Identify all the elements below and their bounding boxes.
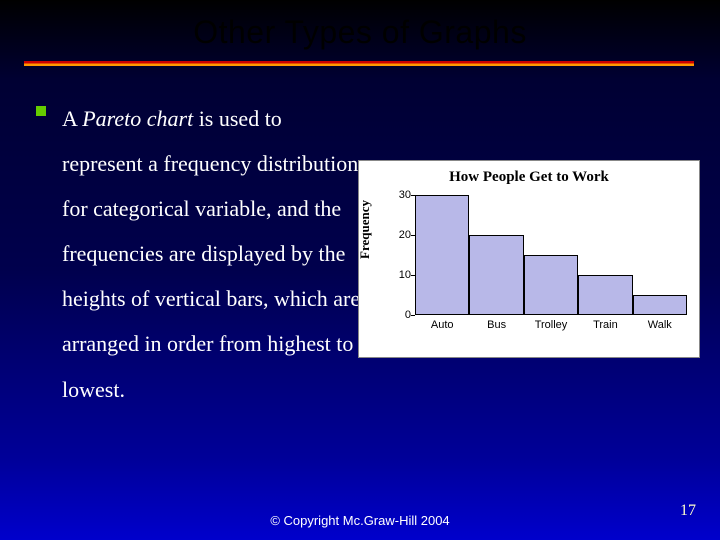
copyright-footer: © Copyright Mc.Graw-Hill 2004 — [0, 513, 720, 528]
ytick-mark — [411, 315, 415, 316]
body-prefix: A — [62, 106, 82, 131]
pareto-chart-panel: How People Get to Work Frequency 0102030… — [358, 160, 700, 358]
bullet-icon — [36, 106, 46, 116]
bar — [633, 295, 687, 315]
chart-plot-area: 0102030AutoBusTrolleyTrainWalk — [415, 195, 687, 315]
body-italic-term: Pareto chart — [82, 106, 193, 131]
bar — [469, 235, 523, 315]
slide-title: Other Types of Graphs — [0, 0, 720, 61]
xtick-label: Walk — [648, 319, 672, 331]
xtick-label: Auto — [431, 319, 454, 331]
chart-ylabel: Frequency — [357, 200, 373, 259]
body-text: A Pareto chart is used to represent a fr… — [62, 96, 362, 412]
ytick-label: 10 — [389, 269, 411, 281]
ytick-label: 30 — [389, 189, 411, 201]
xtick-label: Trolley — [535, 319, 568, 331]
body-rest: is used to represent a frequency distrib… — [62, 106, 360, 402]
ytick-label: 20 — [389, 229, 411, 241]
xtick-label: Bus — [487, 319, 506, 331]
chart-title: How People Get to Work — [359, 161, 699, 190]
bar — [524, 255, 578, 315]
xtick-label: Train — [593, 319, 618, 331]
page-number: 17 — [680, 502, 696, 520]
ytick-label: 0 — [389, 309, 411, 321]
bar — [415, 195, 469, 315]
bar — [578, 275, 632, 315]
